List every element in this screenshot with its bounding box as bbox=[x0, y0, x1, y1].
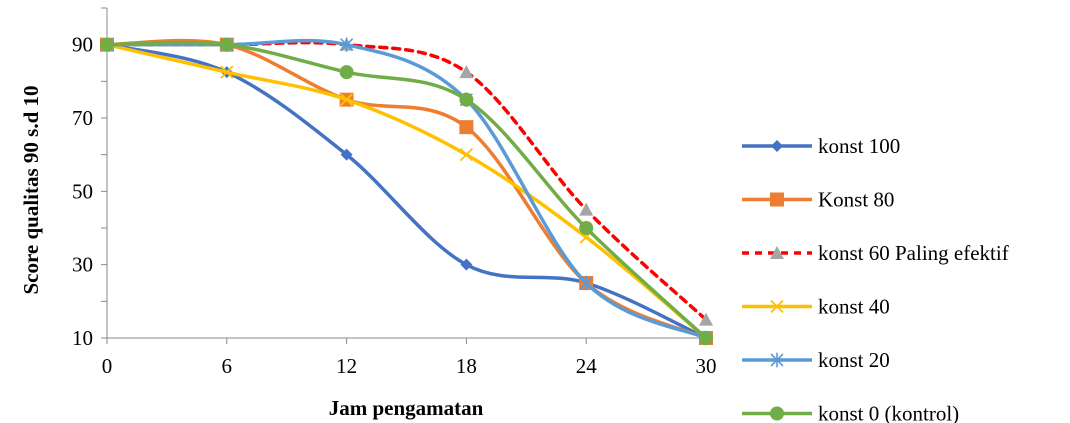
legend-item: konst 0 (kontrol) bbox=[742, 402, 959, 423]
data-point-marker bbox=[579, 221, 594, 235]
legend-label: konst 0 (kontrol) bbox=[818, 402, 959, 423]
series-1 bbox=[100, 37, 713, 345]
data-point-marker bbox=[340, 37, 354, 52]
data-point-marker bbox=[699, 331, 713, 345]
x-tick-label: 30 bbox=[696, 354, 717, 378]
data-point-marker bbox=[579, 275, 593, 291]
legend-label: konst 20 bbox=[818, 348, 890, 372]
x-tick-label: 6 bbox=[222, 354, 233, 378]
legend-swatch-marker bbox=[770, 406, 784, 421]
data-point-marker bbox=[579, 202, 594, 216]
data-point-marker bbox=[460, 258, 473, 271]
legend-swatch-marker bbox=[771, 140, 783, 152]
data-point-marker bbox=[339, 65, 354, 80]
legend-swatch-marker bbox=[770, 192, 784, 207]
series-3 bbox=[100, 38, 713, 345]
x-tick-label: 12 bbox=[336, 354, 357, 378]
y-axis-title: Score qualitas 90 s.d 10 bbox=[19, 85, 43, 294]
legend-item: konst 60 Paling efektif bbox=[742, 241, 1009, 265]
legend-item: konst 100 bbox=[742, 134, 900, 158]
y-tick-label: 90 bbox=[72, 33, 93, 57]
series-line bbox=[105, 42, 708, 340]
legend-label: konst 40 bbox=[818, 295, 890, 319]
legend-item: konst 40 bbox=[742, 295, 890, 319]
data-point-marker bbox=[339, 93, 354, 107]
y-tick-label: 50 bbox=[72, 179, 93, 203]
legend-swatch-marker bbox=[770, 352, 784, 368]
y-tick-label: 70 bbox=[72, 106, 93, 130]
legend-swatch-marker bbox=[770, 299, 784, 314]
legend-label: konst 60 Paling efektif bbox=[818, 241, 1009, 265]
legend-item: konst 20 bbox=[742, 348, 890, 372]
data-point-marker bbox=[219, 37, 234, 52]
x-tick-label: 0 bbox=[102, 354, 113, 378]
legend: konst 100 Konst 80 konst 60 Paling efektif… bbox=[742, 134, 1009, 423]
data-point-marker bbox=[459, 148, 474, 162]
x-tick-label: 18 bbox=[456, 354, 477, 378]
data-point-marker bbox=[459, 92, 474, 107]
legend-label: Konst 80 bbox=[818, 188, 894, 212]
series-layer bbox=[100, 37, 713, 346]
legend-item: Konst 80 bbox=[742, 188, 894, 212]
y-tick-label: 30 bbox=[72, 253, 93, 277]
series-4 bbox=[100, 37, 713, 346]
data-point-marker bbox=[699, 312, 713, 326]
series-0 bbox=[101, 38, 712, 344]
x-tick-label: 24 bbox=[576, 354, 598, 378]
series-line bbox=[105, 40, 708, 322]
legend-label: konst 100 bbox=[818, 134, 900, 158]
data-point-marker bbox=[459, 120, 474, 135]
y-tick-label: 10 bbox=[72, 326, 93, 350]
series-5 bbox=[100, 37, 713, 345]
data-point-marker bbox=[220, 65, 234, 79]
data-point-marker bbox=[459, 65, 474, 79]
chart-axes: 10 30 50 70 90 0 6 12 18 24 30 bbox=[72, 7, 717, 378]
data-point-marker bbox=[100, 37, 114, 52]
legend-swatch-marker bbox=[770, 246, 784, 259]
series-line bbox=[105, 42, 708, 340]
x-axis-title: Jam pengamatan bbox=[329, 396, 484, 420]
data-point-marker bbox=[340, 148, 353, 161]
